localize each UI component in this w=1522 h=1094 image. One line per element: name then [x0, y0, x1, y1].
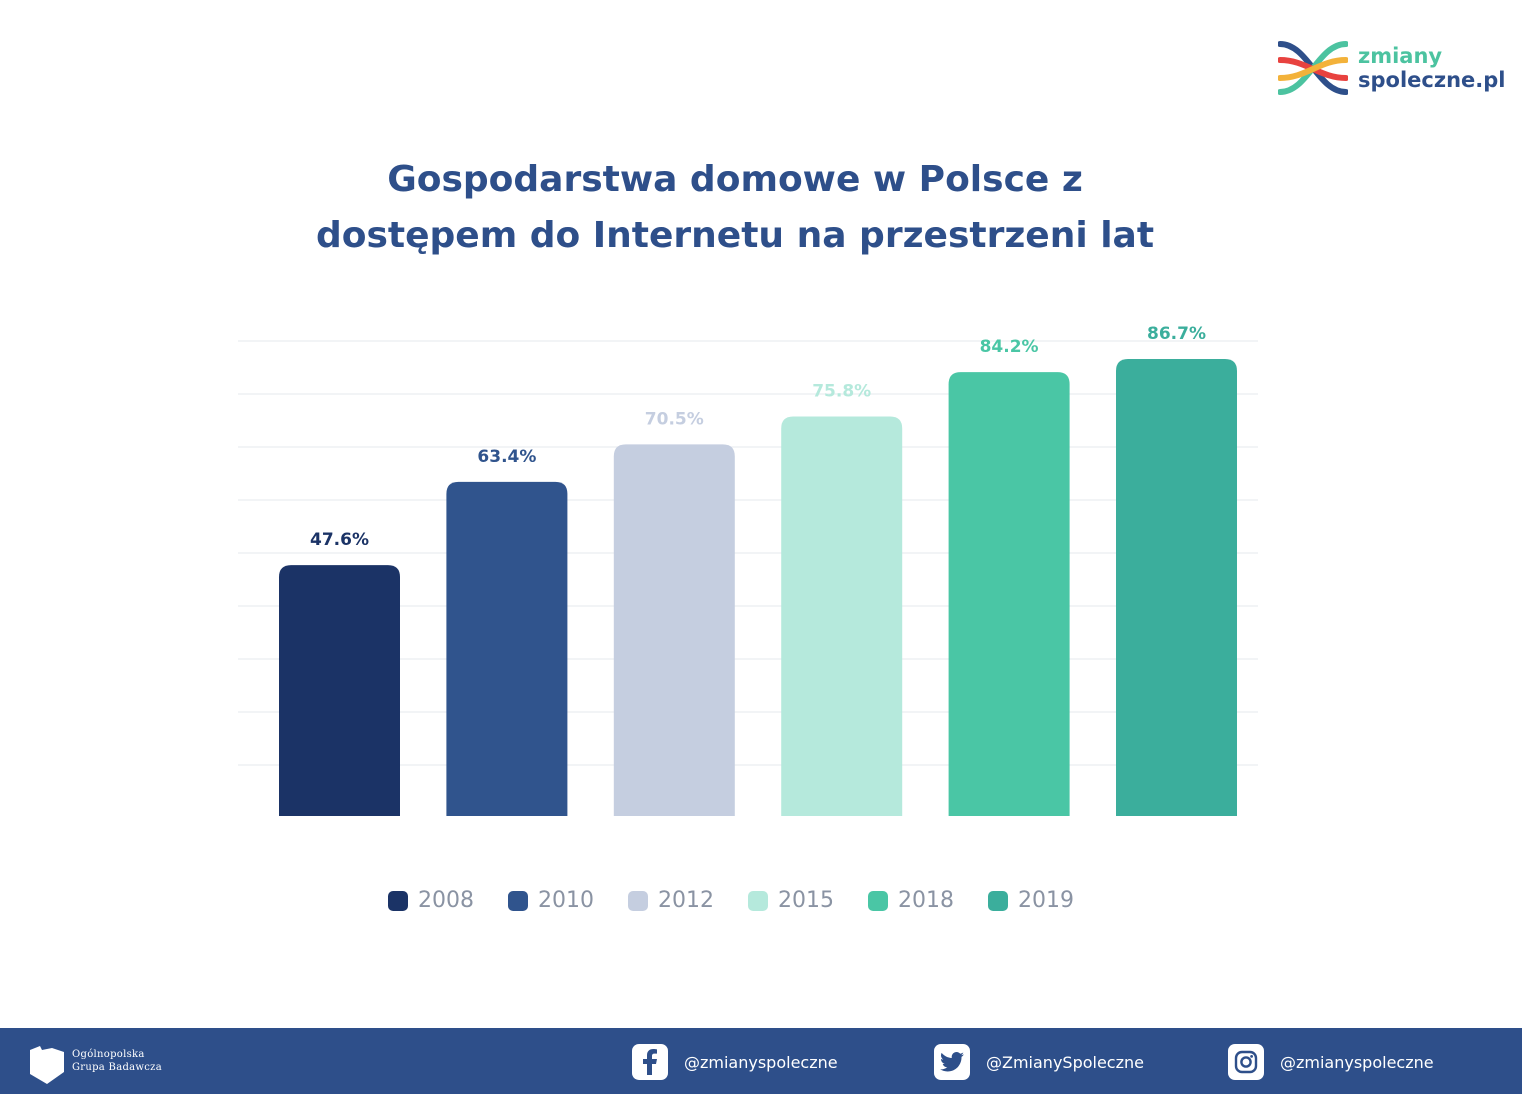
data-label-2012: 70.5% [645, 409, 704, 429]
instagram-icon [1228, 1044, 1264, 1080]
legend-item-2010: 2010 [508, 888, 628, 913]
org-name-line1: Ogólnopolska [72, 1049, 145, 1060]
legend-swatch-2012 [628, 890, 648, 911]
legend-item-2018: 2018 [868, 888, 988, 913]
org-name-line2: Grupa Badawcza [72, 1062, 163, 1073]
bar-chart: 47.6% 63.4% 70.5% 75.8% 84.2% 86.7% [238, 324, 1258, 816]
legend-swatch-2019 [988, 890, 1008, 911]
bar-2019 [1116, 359, 1237, 816]
legend-swatch-2008 [388, 890, 408, 911]
twitter-icon [934, 1044, 970, 1080]
legend-label-2018: 2018 [898, 888, 954, 913]
legend-label-2019: 2019 [1018, 888, 1074, 913]
bar-2010 [446, 481, 568, 816]
bar-2012 [613, 444, 735, 816]
legend-label-2015: 2015 [778, 888, 834, 913]
legend-item-2008: 2008 [388, 888, 508, 913]
chart-title: Gospodarstwa domowe w Polsce z dostępem … [0, 152, 1470, 264]
legend-swatch-2018 [868, 890, 888, 911]
chart-title-line1: Gospodarstwa domowe w Polsce z [387, 159, 1083, 200]
footer-bar: Ogólnopolska Grupa Badawcza @zmianyspole… [0, 1028, 1522, 1094]
org-shield-icon [30, 1046, 64, 1084]
legend-item-2012: 2012 [628, 888, 748, 913]
legend-swatch-2010 [508, 890, 528, 911]
facebook-link[interactable]: @zmianyspoleczne [632, 1044, 838, 1080]
logo-text-line1: zmiany [1358, 44, 1443, 68]
facebook-handle: @zmianyspoleczne [684, 1052, 838, 1072]
brand-logo: zmiany spoleczne.pl [1278, 38, 1508, 100]
data-label-2015: 75.8% [812, 381, 871, 401]
bar-2008 [279, 565, 400, 816]
twitter-link[interactable]: @ZmianySpoleczne [934, 1044, 1144, 1080]
facebook-icon [632, 1044, 668, 1080]
data-label-2018: 84.2% [980, 337, 1039, 357]
legend-label-2010: 2010 [538, 888, 594, 913]
logo-mark-icon [1278, 41, 1348, 95]
bar-2018 [948, 372, 1070, 816]
instagram-link[interactable]: @zmianyspoleczne [1228, 1044, 1434, 1080]
instagram-handle: @zmianyspoleczne [1280, 1052, 1434, 1072]
bar-2015 [781, 416, 903, 816]
legend-swatch-2015 [748, 890, 768, 911]
legend-label-2012: 2012 [658, 888, 714, 913]
legend-item-2019: 2019 [988, 888, 1108, 913]
chart-legend: 2008 2010 2012 2015 2018 2019 [0, 888, 1496, 913]
data-label-2008: 47.6% [310, 530, 369, 550]
legend-label-2008: 2008 [418, 888, 474, 913]
logo-text-line2: spoleczne.pl [1358, 68, 1506, 92]
legend-item-2015: 2015 [748, 888, 868, 913]
org-name: Ogólnopolska Grupa Badawcza [72, 1048, 162, 1074]
chart-title-line2: dostępem do Internetu na przestrzeni lat [315, 215, 1155, 256]
data-label-2010: 63.4% [477, 447, 536, 467]
data-label-2019: 86.7% [1147, 324, 1206, 344]
twitter-handle: @ZmianySpoleczne [986, 1052, 1144, 1072]
